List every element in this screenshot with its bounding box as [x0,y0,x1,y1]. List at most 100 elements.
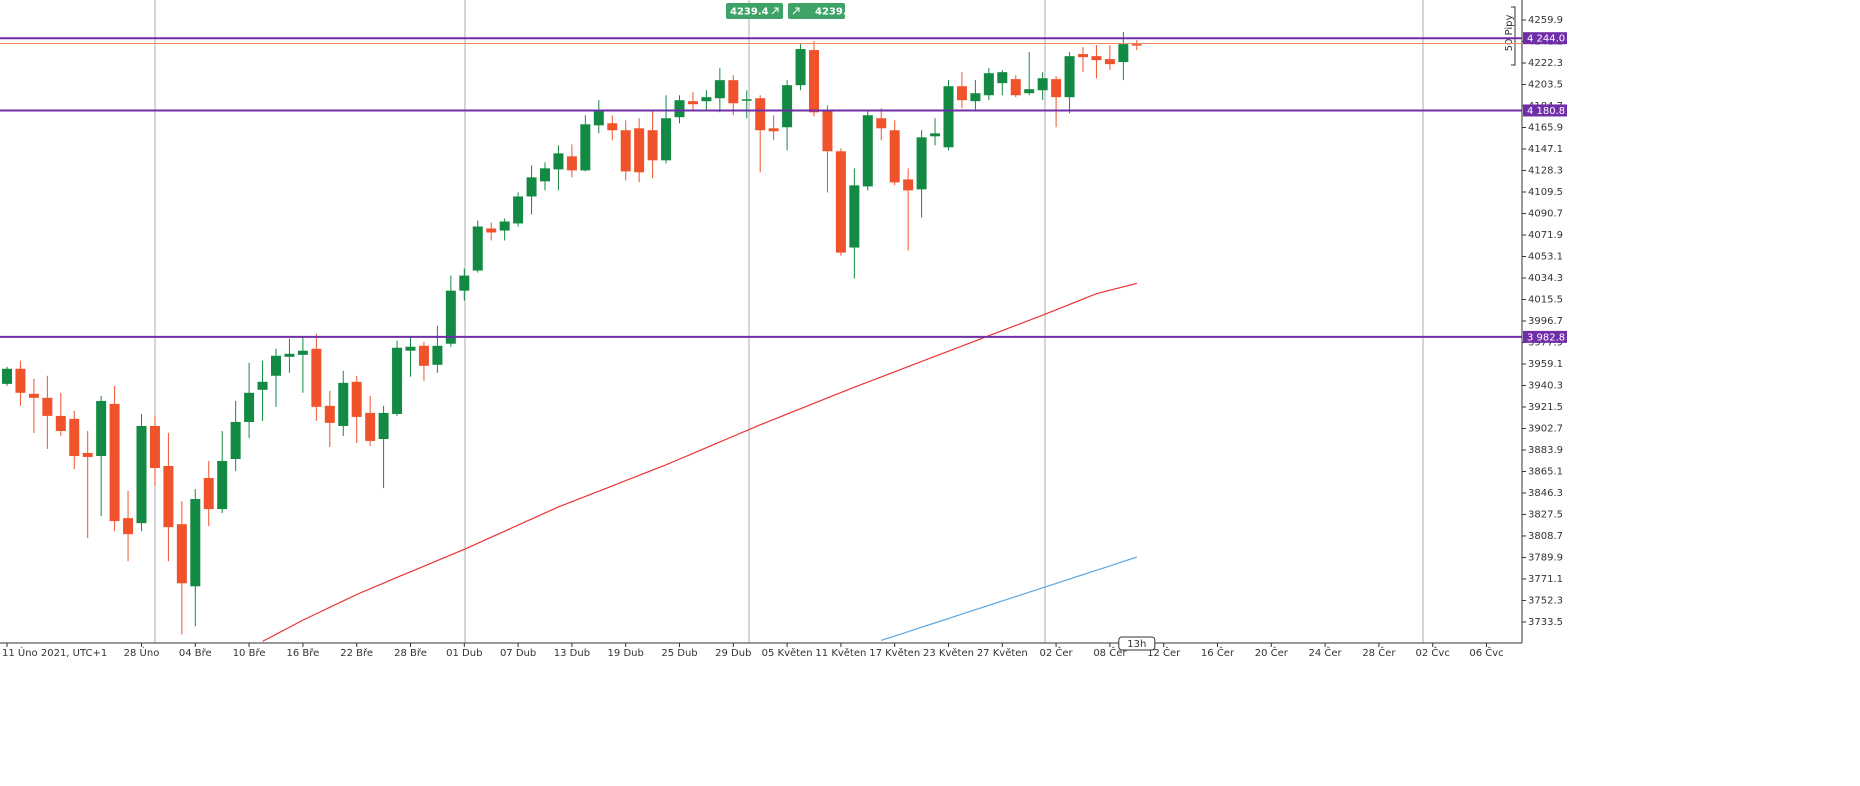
candle-body [96,400,107,457]
candle-body [378,412,389,439]
candle-body [970,93,981,102]
candle-body [244,392,255,422]
candle-body [916,137,927,190]
candle-body [1037,78,1048,91]
candle-body [1131,44,1142,46]
candle-body [149,425,160,469]
candle-body [513,196,524,224]
candle-body [714,80,725,99]
y-tick-label: 4015.5 [1528,294,1563,305]
candle-body [445,290,456,344]
candle-body [1024,89,1035,94]
x-tick-label: 02 Čvc [1416,646,1450,659]
candle-body [687,101,698,105]
candle-body [566,156,577,171]
y-tick-label: 3883.9 [1528,445,1563,456]
y-tick-label: 4147.1 [1528,144,1563,155]
candle-body [28,393,39,398]
x-tick-label: 06 Čvc [1469,646,1503,659]
candle-body [607,123,618,131]
candle-body [741,99,752,101]
moving-average [262,282,1137,642]
candle-body [203,477,214,510]
x-tick-label: 20 Čer [1255,646,1289,659]
candle-body [661,118,672,161]
candle-body [217,460,228,510]
candle-body [230,421,241,460]
candle-body [768,128,779,132]
scale-bracket [1511,6,1516,66]
candle-body [809,50,819,113]
candle-body [997,72,1008,84]
candle-body [593,111,604,126]
candle-body [956,86,967,101]
candle-body [540,168,550,182]
x-tick-label: 28 Úno [124,646,160,659]
buy-button[interactable] [788,3,845,19]
y-tick-label: 4053.1 [1528,251,1563,262]
x-tick-label: 16 Čer [1201,646,1235,659]
x-tick-label: 27 Květen [977,647,1028,659]
candle-body [351,381,362,417]
buy-price: 4239.9 [815,7,854,18]
y-tick-label: 4109.5 [1528,187,1563,198]
month-lines [154,0,1424,643]
candle-body [486,228,497,233]
candle-body [1118,44,1129,63]
time-marker-box [1118,636,1156,651]
x-tick-label: 29 Dub [715,648,751,659]
candle-body [849,185,860,248]
candle-body [472,226,483,271]
y-tick-label: 3959.1 [1528,359,1563,370]
candle-body [1051,79,1062,98]
candle-body [1010,79,1021,96]
candle-body [1064,56,1075,98]
candle-body [822,111,833,152]
price-box-label: 4 244.0 [1527,34,1565,45]
price-box [1523,104,1567,117]
candle-body [297,350,308,355]
x-tick-label: 11 Úno 2021, UTC+1 [2,646,107,659]
candle-body [338,382,349,426]
x-tick-label: 07 Dub [500,648,536,659]
candle-body [1091,56,1102,61]
candle-body [190,499,201,587]
candle-body [647,130,658,161]
y-tick-label: 3865.1 [1528,466,1563,477]
x-tick-label: 16 Bře [286,647,319,659]
candle-body [795,49,806,86]
y-tick-label: 3789.9 [1528,552,1563,563]
y-tick-label: 3921.5 [1528,402,1563,413]
x-tick-label: 22 Bře [340,647,373,659]
candle-body [553,153,564,170]
candle-body [109,403,120,522]
candle-body [55,415,66,431]
moving-average [881,556,1137,641]
sell-button[interactable] [726,3,783,19]
x-tick-label: 25 Dub [661,648,697,659]
y-tick-label: 4071.9 [1528,230,1563,241]
price-box-label: 3 982.8 [1527,332,1565,343]
candle-body [163,465,174,528]
candle-body [580,124,591,171]
candle-body [392,347,403,414]
candle-body [634,128,645,173]
candle-body [2,368,12,384]
y-tick-label: 4165.9 [1528,123,1563,134]
y-tick-label: 4222.3 [1528,58,1563,69]
candle-body [123,518,134,535]
candle-body [405,346,416,351]
x-tick-label: 04 Bře [179,647,212,659]
candle-body [418,345,429,366]
candle-body [930,133,941,137]
candle-body [835,151,846,253]
y-tick-label: 4128.3 [1528,165,1563,176]
candle-body [620,130,631,172]
candle-body [526,177,537,197]
candle-body [943,86,954,148]
candle-body [176,524,187,584]
sell-price: 4239.4 [730,7,769,18]
buy-icon [792,7,800,15]
buy-sell[interactable]: 4239.4 4239.9 [726,3,854,19]
